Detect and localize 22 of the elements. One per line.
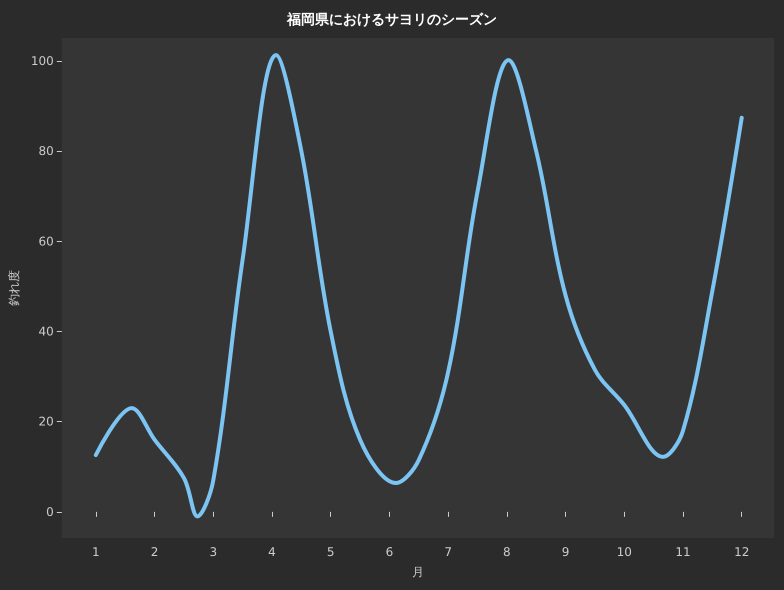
line-series [94, 53, 744, 518]
y-tick-label: 100 [30, 54, 54, 68]
x-tick-label: 4 [268, 545, 276, 559]
x-tick-label: 9 [562, 545, 570, 559]
x-tick-label: 10 [616, 545, 632, 559]
y-tick-label: 80 [38, 144, 54, 158]
x-tick-label: 6 [386, 545, 394, 559]
y-tick-label: 60 [38, 234, 54, 248]
x-tick-label: 11 [675, 545, 691, 559]
x-tick-label: 2 [150, 545, 158, 559]
x-tick-label: 7 [444, 545, 452, 559]
chart-title: 福岡県におけるサヨリのシーズン [286, 11, 497, 28]
y-tick-label: 20 [38, 414, 54, 429]
x-tick-label: 8 [503, 545, 511, 559]
x-axis-title: 月 [412, 565, 424, 579]
x-tick-label: 3 [209, 545, 218, 559]
y-axis-title: 釣れ度 [7, 270, 21, 306]
x-tick-label: 5 [326, 545, 335, 559]
x-tick-label: 1 [92, 545, 100, 559]
y-tick-label: 0 [46, 504, 54, 519]
x-tick-label: 12 [734, 545, 750, 559]
y-tick-label: 40 [38, 324, 54, 339]
